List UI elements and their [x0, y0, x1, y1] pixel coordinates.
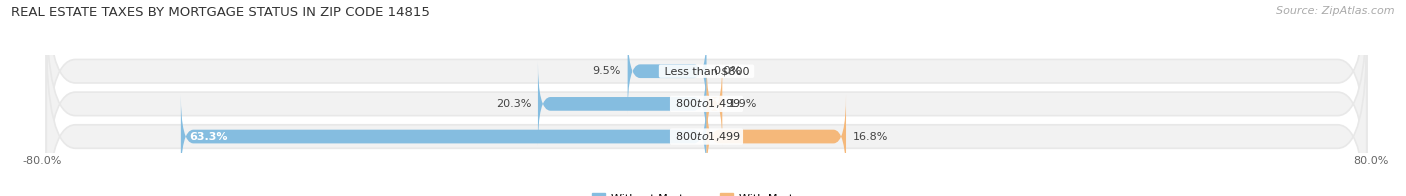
Text: 9.5%: 9.5%: [592, 66, 621, 76]
Text: Less than $800: Less than $800: [661, 66, 752, 76]
FancyBboxPatch shape: [46, 0, 1367, 174]
FancyBboxPatch shape: [706, 62, 723, 146]
Text: REAL ESTATE TAXES BY MORTGAGE STATUS IN ZIP CODE 14815: REAL ESTATE TAXES BY MORTGAGE STATUS IN …: [11, 6, 430, 19]
FancyBboxPatch shape: [538, 62, 706, 146]
Text: 1.9%: 1.9%: [728, 99, 758, 109]
Text: $800 to $1,499: $800 to $1,499: [672, 130, 741, 143]
FancyBboxPatch shape: [706, 94, 846, 179]
FancyBboxPatch shape: [46, 1, 1367, 196]
FancyBboxPatch shape: [181, 94, 706, 179]
Text: 20.3%: 20.3%: [496, 99, 531, 109]
FancyBboxPatch shape: [46, 34, 1367, 196]
Text: 16.8%: 16.8%: [852, 132, 889, 142]
Text: 63.3%: 63.3%: [190, 132, 228, 142]
Text: Source: ZipAtlas.com: Source: ZipAtlas.com: [1277, 6, 1395, 16]
Text: $800 to $1,499: $800 to $1,499: [672, 97, 741, 110]
FancyBboxPatch shape: [627, 29, 706, 113]
Legend: Without Mortgage, With Mortgage: Without Mortgage, With Mortgage: [588, 189, 825, 196]
Text: 0.0%: 0.0%: [713, 66, 741, 76]
